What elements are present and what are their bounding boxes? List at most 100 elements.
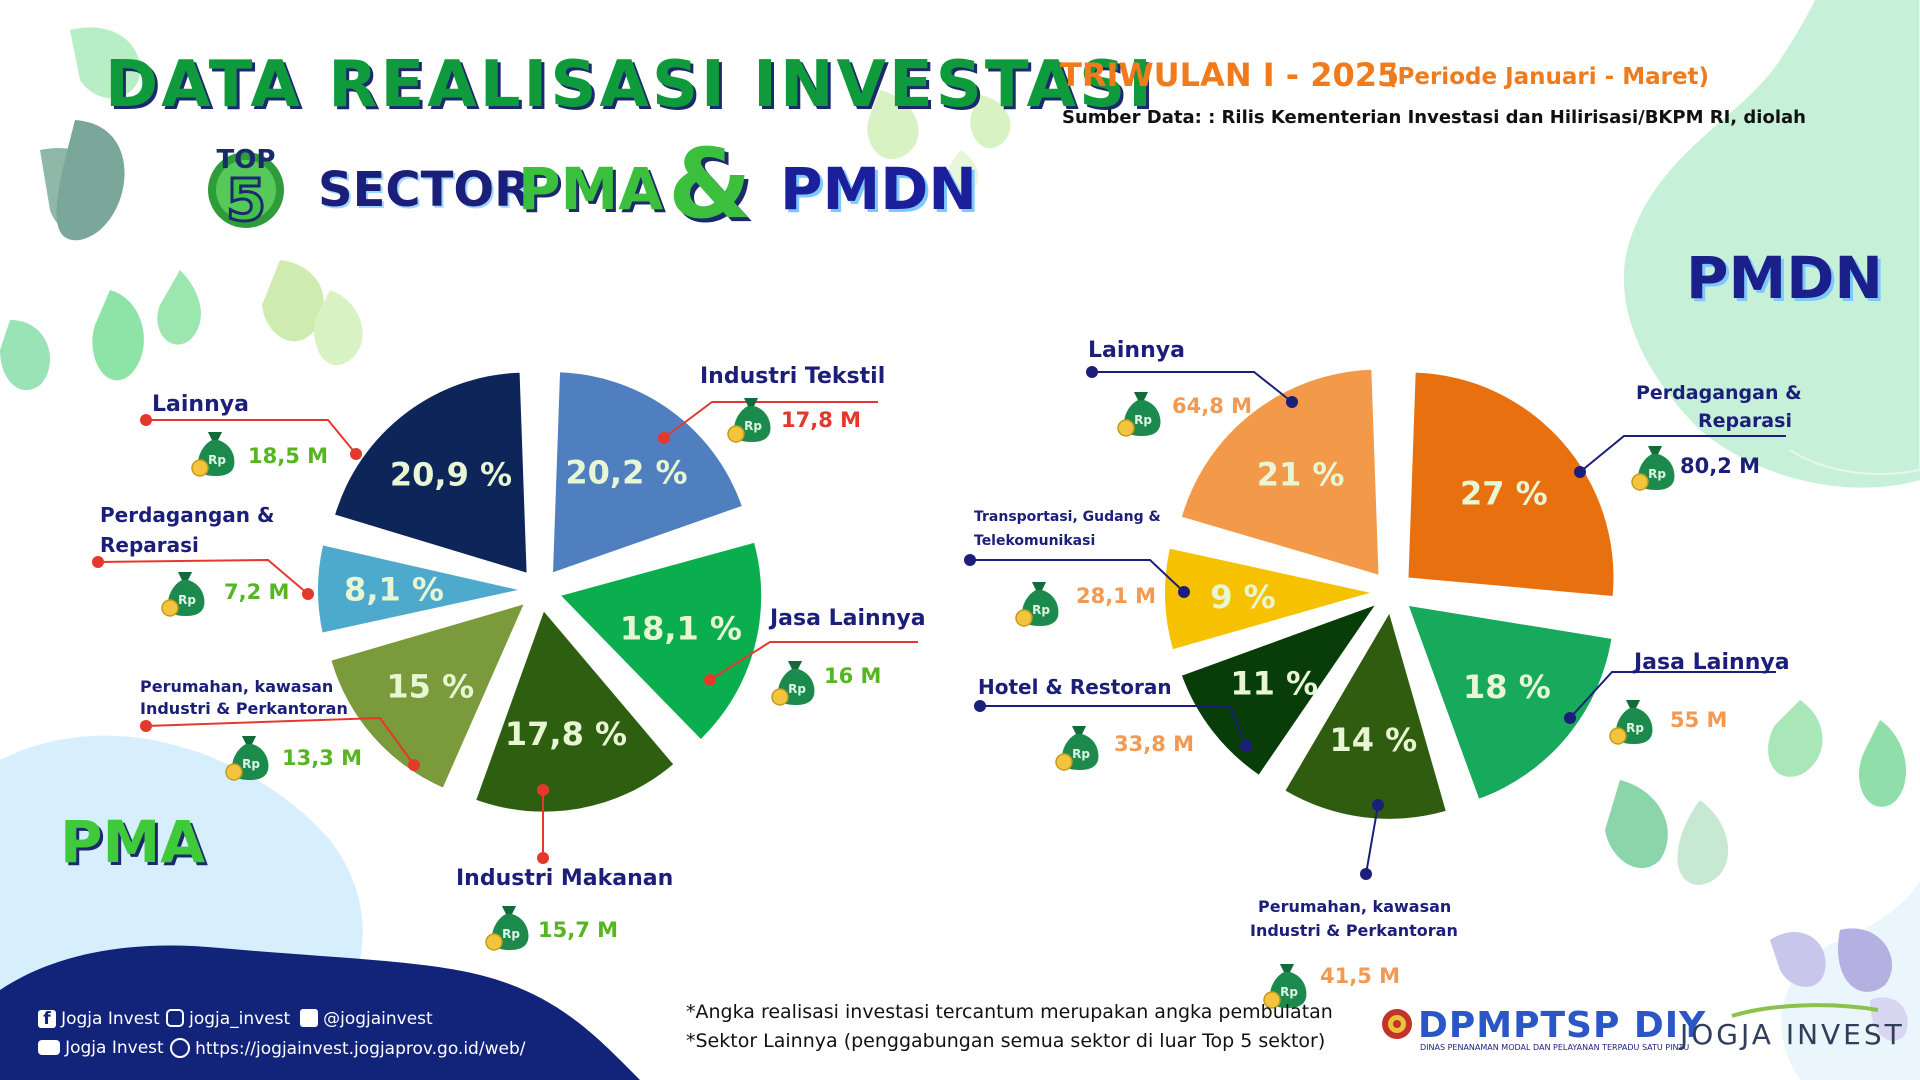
- pma-percent-label-5: 8,1 %: [344, 571, 444, 609]
- main-title: DATA REALISASI INVESTASI: [105, 48, 1155, 122]
- svg-text:Rp: Rp: [1626, 721, 1644, 735]
- triwulan-label: TRIWULAN I - 2025: [1060, 56, 1400, 94]
- money-bag-icon: Rp: [1116, 386, 1166, 442]
- svg-text:Rp: Rp: [208, 453, 226, 467]
- pma-label-lainnya: Lainnya: [152, 392, 249, 417]
- pma-slice-1: [553, 372, 742, 573]
- pmdn-label-hotel: Hotel & Restoran: [978, 675, 1172, 699]
- svg-text:Rp: Rp: [1072, 747, 1090, 761]
- jogja-invest-logo: JOGJA INVEST: [1680, 1018, 1905, 1051]
- pma-percent-label-6: 20,9 %: [390, 455, 512, 493]
- pma-label-perumahan-1: Perumahan, kawasan: [140, 677, 334, 696]
- pmdn-percent-label-1: 27 %: [1460, 475, 1548, 513]
- facebook-icon: f: [38, 1010, 56, 1028]
- pmdn-amount-hotel: 33,8 M: [1114, 732, 1195, 756]
- pmdn-slice-1: [1408, 372, 1614, 597]
- pma-amount-jasa: 16 M: [824, 664, 882, 688]
- instagram-icon: [166, 1009, 184, 1027]
- pma-percent-label-2: 18,1 %: [620, 609, 742, 647]
- pma-amount-lainnya: 18,5 M: [248, 444, 329, 468]
- svg-text:Rp: Rp: [242, 757, 260, 771]
- pma-slice-6: [335, 372, 527, 573]
- svg-text:Rp: Rp: [744, 419, 762, 433]
- source-label: Sumber Data: : Rilis Kementerian Investa…: [1062, 107, 1806, 128]
- money-bag-icon: Rp: [1608, 694, 1658, 750]
- money-bag-icon: Rp: [224, 730, 274, 786]
- svg-text:Rp: Rp: [178, 593, 196, 607]
- top-badge-word: TOP: [217, 145, 276, 175]
- pma-percent-label-4: 15 %: [386, 668, 474, 706]
- pmdn-percent-label-6: 21 %: [1257, 455, 1345, 493]
- instagram-label: jogja_invest: [189, 1009, 291, 1029]
- money-bag-icon: Rp: [190, 426, 240, 482]
- pmdn-label-perdagangan-1: Perdagangan &: [1636, 382, 1802, 404]
- footnote-lainnya: *Sektor Lainnya (penggabungan semua sekt…: [686, 1030, 1326, 1052]
- jogja-invest-swoosh-icon: [1731, 1003, 1879, 1018]
- pma-label-perumahan-2: Industri & Perkantoran: [140, 699, 348, 718]
- svg-text:Rp: Rp: [1648, 467, 1666, 481]
- pmdn-label-transport-1: Transportasi, Gudang &: [974, 509, 1161, 525]
- pma-amount-perdagangan: 7,2 M: [224, 580, 290, 604]
- pmdn-label-perdagangan-2: Reparasi: [1698, 410, 1792, 432]
- svg-text:Rp: Rp: [1134, 413, 1152, 427]
- svg-text:Rp: Rp: [1280, 985, 1298, 999]
- pma-label-perdagangan-2: Reparasi: [100, 533, 199, 557]
- top5-badge: TOP 5: [208, 145, 284, 236]
- pmdn-percent-label-3: 14 %: [1329, 721, 1417, 759]
- money-bag-icon: Rp: [1014, 576, 1064, 632]
- pmdn-percent-label-2: 18 %: [1463, 668, 1551, 706]
- website-label: https://jogjainvest.jogjaprov.go.id/web/: [195, 1039, 526, 1059]
- pmdn-label-perumahan-1: Perumahan, kawasan: [1258, 897, 1452, 916]
- pmdn-amount-transport: 28,1 M: [1076, 584, 1157, 608]
- youtube-label: Jogja Invest: [65, 1038, 164, 1058]
- pmdn-amount-perumahan: 41,5 M: [1320, 964, 1401, 988]
- money-bag-icon: Rp: [1630, 440, 1680, 496]
- twitter-label: @jogjainvest: [323, 1009, 433, 1029]
- pma-slice-5: [318, 545, 519, 633]
- periode-label: (Periode Januari - Maret): [1387, 64, 1710, 90]
- pmdn-slice-6: [1181, 369, 1379, 575]
- ampersand: &: [668, 128, 752, 240]
- youtube-icon: [38, 1040, 60, 1055]
- pma-label-tekstil: Industri Tekstil: [700, 364, 886, 389]
- money-bag-icon: Rp: [770, 655, 820, 711]
- dpmptsp-logo: DPMPTSP DIY: [1418, 1005, 1707, 1046]
- pmdn-label-perumahan-2: Industri & Perkantoran: [1250, 921, 1458, 940]
- pmdn-chart-title: PMDN: [1686, 244, 1883, 312]
- pma-percent-label-1: 20,2 %: [565, 454, 687, 492]
- pma-amount-tekstil: 17,8 M: [781, 408, 862, 432]
- pma-label-perdagangan-1: Perdagangan &: [100, 503, 275, 527]
- pma-slice-3: [476, 611, 674, 812]
- pmdn-pie-chart: 27 % 18 % 14 % 11 % 9 % 21 %: [1165, 369, 1614, 819]
- svg-text:Rp: Rp: [1032, 603, 1050, 617]
- footnote-rounding: *Angka realisasi investasi tercantum mer…: [686, 1001, 1333, 1023]
- money-bag-icon: Rp: [484, 900, 534, 956]
- pmdn-label-jasa: Jasa Lainnya: [1634, 650, 1790, 675]
- pma-pie-chart: 20,2 % 18,1 % 17,8 % 15 % 8,1 % 20,9 %: [318, 372, 762, 812]
- money-bag-icon: Rp: [1054, 720, 1104, 776]
- pmdn-label-lainnya: Lainnya: [1088, 338, 1185, 363]
- globe-icon: [170, 1038, 190, 1058]
- pma-slice-2: [561, 542, 762, 739]
- header-pmdn: PMDN: [780, 155, 977, 223]
- youtube-link[interactable]: Jogja Invest: [38, 1038, 164, 1058]
- website-link[interactable]: https://jogjainvest.jogjaprov.go.id/web/: [170, 1038, 525, 1059]
- svg-text:Rp: Rp: [788, 682, 806, 696]
- money-bag-icon: Rp: [160, 566, 210, 622]
- twitter-icon: [300, 1009, 318, 1027]
- pmdn-amount-perdagangan: 80,2 M: [1680, 454, 1761, 478]
- pma-label-makanan: Industri Makanan: [456, 866, 674, 891]
- facebook-link[interactable]: f Jogja Invest: [38, 1009, 160, 1029]
- pmdn-slice-3: [1285, 613, 1446, 819]
- pmdn-slice-5: [1165, 548, 1371, 650]
- dpmptsp-logo-subtitle: DINAS PENANAMAN MODAL DAN PELAYANAN TERP…: [1420, 1043, 1690, 1052]
- pmdn-label-transport-2: Telekomunikasi: [974, 533, 1096, 549]
- pma-percent-label-3: 17,8 %: [505, 715, 627, 753]
- pmdn-percent-label-4: 11 %: [1230, 665, 1318, 703]
- money-bag-icon: Rp: [726, 392, 776, 448]
- pma-chart-title: PMA: [60, 808, 206, 876]
- twitter-link[interactable]: @jogjainvest: [300, 1009, 433, 1029]
- instagram-link[interactable]: jogja_invest: [166, 1009, 290, 1029]
- pmdn-amount-lainnya: 64,8 M: [1172, 394, 1253, 418]
